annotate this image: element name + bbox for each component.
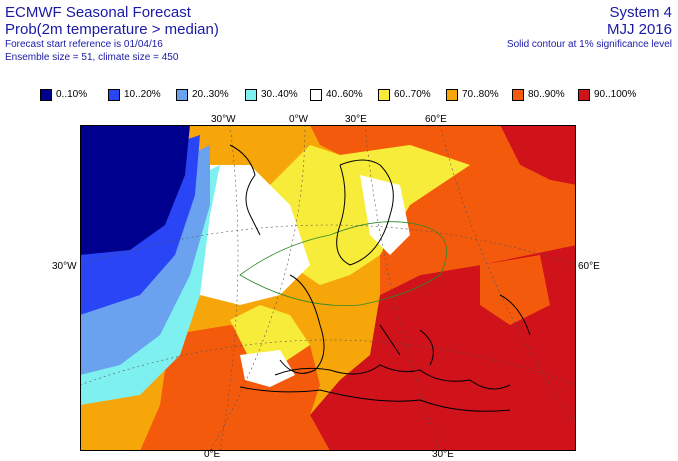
legend-swatch: [512, 89, 524, 101]
legend-label: 30..40%: [261, 89, 298, 100]
legend-label: 70..80%: [462, 89, 499, 100]
field-90-100-northeast: [500, 125, 576, 185]
ensemble-size: Ensemble size = 51, climate size = 450: [5, 52, 179, 63]
legend-label: 10..20%: [124, 89, 161, 100]
legend-label: 20..30%: [192, 89, 229, 100]
legend-label: 40..60%: [326, 89, 363, 100]
legend-swatch: [378, 89, 390, 101]
map-title: ECMWF Seasonal Forecast: [5, 4, 191, 21]
legend-swatch: [578, 89, 590, 101]
legend-label: 90..100%: [594, 89, 637, 100]
forecast-map: [80, 125, 576, 451]
legend-swatch: [446, 89, 458, 101]
axis-right: 60°E: [578, 261, 600, 272]
field-0-10: [80, 125, 190, 255]
map-subtitle: Prob(2m temperature > median): [5, 21, 219, 38]
legend-label: 60..70%: [394, 89, 431, 100]
forecast-start: Forecast start reference is 01/04/16: [5, 39, 163, 50]
field-80-90-north: [310, 125, 576, 295]
field-40-60-scandinavia: [360, 175, 410, 255]
graticule: [80, 125, 576, 451]
field-60-70-iberia: [230, 305, 310, 365]
axis-bottom-1: 0°E: [204, 449, 221, 460]
system-label: System 4: [609, 4, 672, 21]
header-right: System 4 MJJ 2016 Solid contour at 1% si…: [507, 4, 672, 51]
legend-swatch: [108, 89, 120, 101]
axis-bottom-2: 30°E: [432, 449, 454, 460]
axis-left: 30°W: [52, 261, 77, 272]
legend-swatch: [40, 89, 52, 101]
legend-label: 80..90%: [528, 89, 565, 100]
axis-top-2: 0°W: [289, 114, 308, 125]
field-80-90-east: [480, 255, 550, 325]
axis-top-1: 30°W: [211, 114, 236, 125]
legend-swatch: [245, 89, 257, 101]
significance-note: Solid contour at 1% significance level: [506, 39, 672, 50]
legend-label: 0..10%: [56, 89, 88, 100]
map-canvas: [80, 125, 576, 451]
period-label: MJJ 2016: [606, 21, 672, 38]
header-left: ECMWF Seasonal Forecast Prob(2m temperat…: [5, 4, 219, 64]
significance-contour: [239, 221, 448, 306]
map-frame: [80, 125, 576, 451]
legend-swatch: [176, 89, 188, 101]
axis-top-3: 30°E: [345, 114, 367, 125]
field-40-60-med: [240, 350, 295, 387]
coastlines: [229, 144, 531, 412]
field-40-60-atlantic: [190, 165, 310, 305]
legend-swatch: [310, 89, 322, 101]
axis-top-4: 60°E: [425, 114, 447, 125]
